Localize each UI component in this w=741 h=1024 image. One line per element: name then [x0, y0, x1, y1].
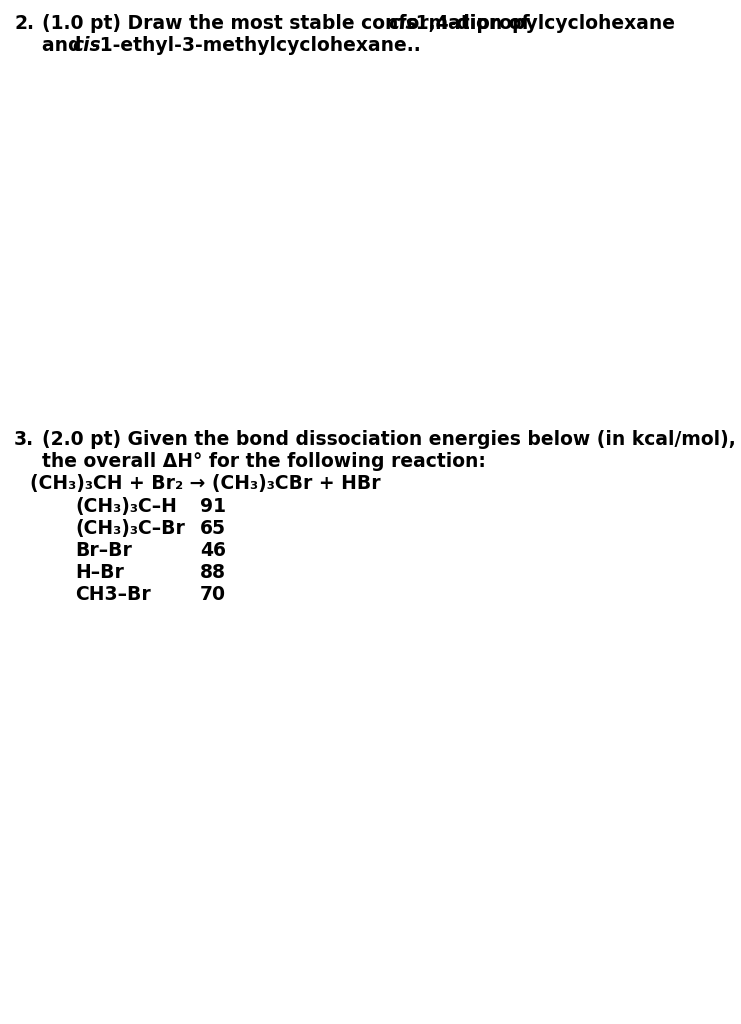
- Text: (1.0 pt) Draw the most stable conformation of: (1.0 pt) Draw the most stable conformati…: [42, 14, 536, 33]
- Text: the overall ΔH° for the following reaction:: the overall ΔH° for the following reacti…: [42, 452, 486, 471]
- Text: H–Br: H–Br: [75, 563, 124, 582]
- Text: -1,4-dipropylcyclohexane: -1,4-dipropylcyclohexane: [408, 14, 675, 33]
- Text: CH3–Br: CH3–Br: [75, 585, 150, 604]
- Text: 70: 70: [200, 585, 226, 604]
- Text: (2.0 pt) Given the bond dissociation energies below (in kcal/mol), calculate: (2.0 pt) Given the bond dissociation ene…: [42, 430, 741, 449]
- Text: (CH₃)₃C–H: (CH₃)₃C–H: [75, 497, 177, 516]
- Text: (CH₃)₃C–Br: (CH₃)₃C–Br: [75, 519, 185, 538]
- Text: 3.: 3.: [14, 430, 34, 449]
- Text: 46: 46: [200, 541, 226, 560]
- Text: 91: 91: [200, 497, 226, 516]
- Text: cis: cis: [388, 14, 416, 33]
- Text: and: and: [42, 36, 88, 55]
- Text: cis: cis: [72, 36, 101, 55]
- Text: (CH₃)₃CH + Br₂ → (CH₃)₃CBr + HBr: (CH₃)₃CH + Br₂ → (CH₃)₃CBr + HBr: [30, 474, 381, 493]
- Text: Br–Br: Br–Br: [75, 541, 132, 560]
- Text: 88: 88: [200, 563, 226, 582]
- Text: 65: 65: [200, 519, 226, 538]
- Text: 2.: 2.: [14, 14, 34, 33]
- Text: -1-ethyl-3-methylcyclohexane..: -1-ethyl-3-methylcyclohexane..: [93, 36, 421, 55]
